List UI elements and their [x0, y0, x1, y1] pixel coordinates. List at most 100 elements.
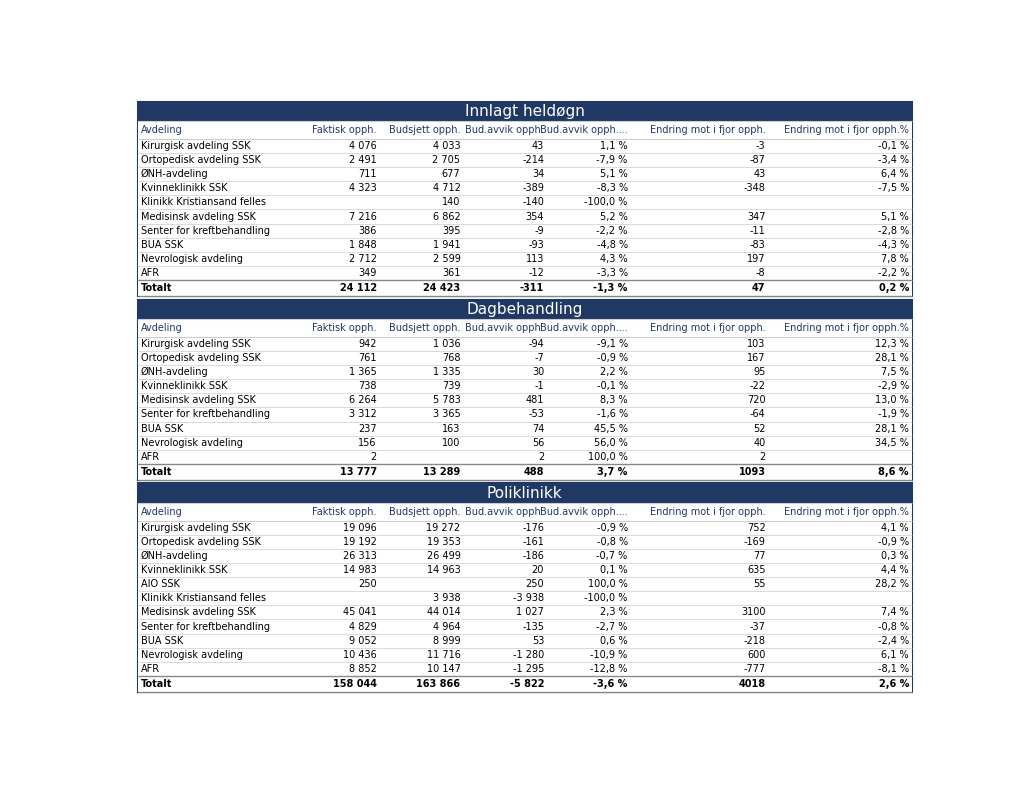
Text: 4 076: 4 076: [349, 141, 377, 151]
Text: 45,5 %: 45,5 %: [594, 424, 628, 434]
Bar: [137, 365, 912, 379]
Bar: [137, 167, 912, 182]
Text: 14 963: 14 963: [427, 565, 461, 575]
Text: 1,1 %: 1,1 %: [600, 141, 628, 151]
Text: Avdeling: Avdeling: [140, 125, 182, 135]
Text: -0,8 %: -0,8 %: [878, 622, 909, 632]
Bar: [137, 195, 912, 209]
Text: -176: -176: [522, 523, 544, 533]
Text: Medisinsk avdeling SSK: Medisinsk avdeling SSK: [140, 608, 256, 618]
Text: 0,3 %: 0,3 %: [882, 551, 909, 561]
Text: 7,4 %: 7,4 %: [882, 608, 909, 618]
Text: 2,3 %: 2,3 %: [600, 608, 628, 618]
Text: -2,8 %: -2,8 %: [878, 226, 909, 236]
Text: -10,9 %: -10,9 %: [591, 650, 628, 659]
Text: Avdeling: Avdeling: [140, 323, 182, 333]
Bar: [137, 351, 912, 365]
Text: -214: -214: [522, 155, 544, 165]
Bar: [137, 393, 912, 407]
Text: 488: 488: [523, 467, 544, 477]
Text: AIO SSK: AIO SSK: [140, 579, 179, 590]
Text: -0,1 %: -0,1 %: [597, 381, 628, 391]
Text: 43: 43: [531, 141, 544, 151]
Text: Senter for kreftbehandling: Senter for kreftbehandling: [140, 622, 269, 632]
Text: Kvinneklinikk SSK: Kvinneklinikk SSK: [140, 183, 227, 193]
Text: -1,9 %: -1,9 %: [878, 410, 909, 420]
Text: Totalt: Totalt: [140, 679, 172, 689]
Text: -100,0 %: -100,0 %: [585, 593, 628, 604]
Text: -389: -389: [522, 183, 544, 193]
Text: -22: -22: [750, 381, 766, 391]
Text: 711: 711: [358, 169, 377, 179]
Text: 3 365: 3 365: [433, 410, 461, 420]
Text: 13,0 %: 13,0 %: [876, 395, 909, 406]
Text: Senter for kreftbehandling: Senter for kreftbehandling: [140, 410, 269, 420]
Text: Bud.avvik opph.: Bud.avvik opph.: [465, 323, 544, 333]
Text: 45 041: 45 041: [343, 608, 377, 618]
Text: 4 712: 4 712: [432, 183, 461, 193]
Bar: [137, 563, 912, 577]
Text: -348: -348: [743, 183, 766, 193]
Text: 19 192: 19 192: [343, 537, 377, 547]
Text: 26 313: 26 313: [343, 551, 377, 561]
Bar: [137, 619, 912, 634]
Text: -0,9 %: -0,9 %: [597, 353, 628, 363]
Bar: [137, 266, 912, 280]
Text: Endring mot i fjor opph.%: Endring mot i fjor opph.%: [784, 323, 909, 333]
Text: 4,3 %: 4,3 %: [600, 254, 628, 264]
Bar: [137, 101, 912, 122]
Text: 13 777: 13 777: [340, 467, 377, 477]
Text: 19 272: 19 272: [426, 523, 461, 533]
Text: -2,2 %: -2,2 %: [596, 226, 628, 236]
Text: 349: 349: [358, 268, 377, 278]
Text: Bud.avvik opph.: Bud.avvik opph.: [465, 125, 544, 135]
Text: Ortopedisk avdeling SSK: Ortopedisk avdeling SSK: [140, 353, 260, 363]
Text: 1 941: 1 941: [433, 240, 461, 250]
Text: 156: 156: [358, 438, 377, 448]
Text: Ortopedisk avdeling SSK: Ortopedisk avdeling SSK: [140, 537, 260, 547]
Text: -3 938: -3 938: [513, 593, 544, 604]
Text: 34,5 %: 34,5 %: [876, 438, 909, 448]
Text: 3 938: 3 938: [433, 593, 461, 604]
Text: -83: -83: [750, 240, 766, 250]
Text: 10 436: 10 436: [343, 650, 377, 659]
Text: -12,8 %: -12,8 %: [591, 664, 628, 674]
Text: ØNH-avdeling: ØNH-avdeling: [140, 169, 208, 179]
Text: Kvinneklinikk SSK: Kvinneklinikk SSK: [140, 381, 227, 391]
Text: -777: -777: [743, 664, 766, 674]
Text: Senter for kreftbehandling: Senter for kreftbehandling: [140, 226, 269, 236]
Text: -93: -93: [528, 240, 544, 250]
Text: Endring mot i fjor opph.: Endring mot i fjor opph.: [650, 125, 766, 135]
Text: Faktisk opph.: Faktisk opph.: [312, 125, 377, 135]
Text: 197: 197: [748, 254, 766, 264]
Text: 100,0 %: 100,0 %: [588, 452, 628, 462]
Bar: [137, 483, 912, 692]
Bar: [137, 182, 912, 195]
Text: Budsjett opph.: Budsjett opph.: [389, 323, 461, 333]
Text: -4,3 %: -4,3 %: [878, 240, 909, 250]
Text: 720: 720: [746, 395, 766, 406]
Text: 0,1 %: 0,1 %: [600, 565, 628, 575]
Text: 100: 100: [442, 438, 461, 448]
Bar: [137, 534, 912, 549]
Text: Ortopedisk avdeling SSK: Ortopedisk avdeling SSK: [140, 155, 260, 165]
Bar: [137, 520, 912, 534]
Text: -8,3 %: -8,3 %: [597, 183, 628, 193]
Text: 2,2 %: 2,2 %: [600, 367, 628, 377]
Text: Innlagt heldøgn: Innlagt heldøgn: [465, 104, 585, 119]
Text: -218: -218: [743, 636, 766, 645]
Bar: [137, 299, 912, 480]
Text: 3,7 %: 3,7 %: [597, 467, 628, 477]
Text: 600: 600: [748, 650, 766, 659]
Text: 2: 2: [538, 452, 544, 462]
Text: AFR: AFR: [140, 452, 160, 462]
Text: Bud.avvik opph....: Bud.avvik opph....: [540, 507, 628, 517]
Text: -135: -135: [522, 622, 544, 632]
Text: Kirurgisk avdeling SSK: Kirurgisk avdeling SSK: [140, 339, 250, 349]
Text: 4,4 %: 4,4 %: [882, 565, 909, 575]
Bar: [137, 336, 912, 351]
Bar: [137, 464, 912, 480]
Text: 55: 55: [753, 579, 766, 590]
Text: 2,6 %: 2,6 %: [879, 679, 909, 689]
Text: ØNH-avdeling: ØNH-avdeling: [140, 367, 208, 377]
